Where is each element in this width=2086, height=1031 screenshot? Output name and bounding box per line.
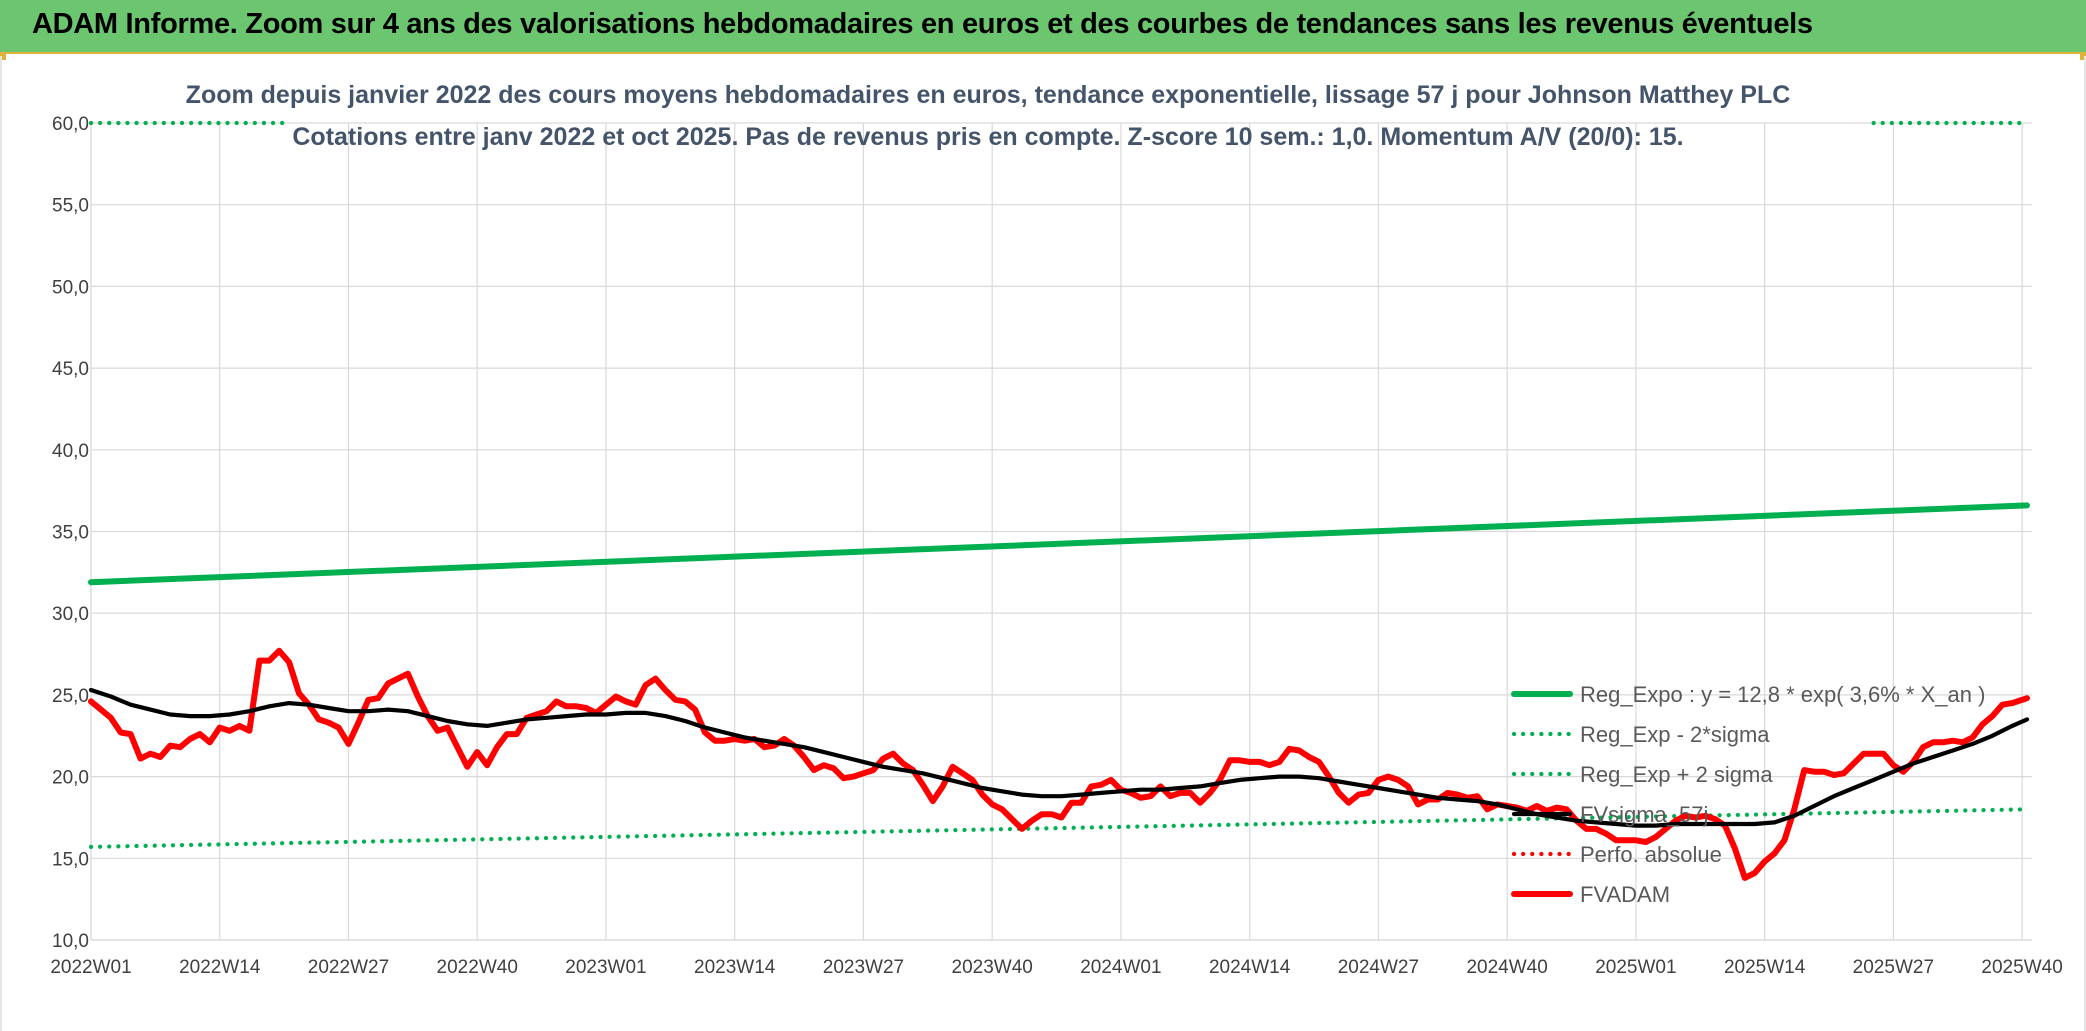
series-line-reg-expo-y-12-8-exp-3-6-x-an xyxy=(88,502,2030,586)
y-tick-label: 15,0 xyxy=(52,849,89,870)
x-tick-label: 2024W01 xyxy=(1080,957,1161,978)
chart-titles: Zoom depuis janvier 2022 des cours moyen… xyxy=(186,81,1791,151)
chart-axes: 10,0 15,0 20,0 25,0 30,0 35,0 40,0 45,0 50,0 55,0… xyxy=(50,114,2062,978)
report-title: ADAM Informe. Zoom sur 4 ans des valoris… xyxy=(32,8,1813,40)
x-tick-label: 2024W27 xyxy=(1338,957,1419,978)
line-chart: 10,0 15,0 20,0 25,0 30,0 35,0 40,0 45,0 50,0 55,0… xyxy=(50,81,2062,978)
series-line-fvsigma-57j xyxy=(88,687,2030,828)
y-tick-label: 20,0 xyxy=(52,768,89,789)
legend-label: Reg_Exp + 2 sigma xyxy=(1580,762,1773,787)
y-tick-label: 35,0 xyxy=(52,523,89,544)
x-tick-label: 2024W14 xyxy=(1209,957,1291,978)
legend-label: Reg_Exp - 2*sigma xyxy=(1580,722,1770,747)
x-tick-label: 2023W27 xyxy=(823,957,904,978)
chart-legend: Reg_Expo : y = 12,8 * exp( 3,6% * X_an )… xyxy=(1511,682,1985,907)
x-tick-label: 2022W27 xyxy=(308,957,389,978)
x-tick-label: 2023W14 xyxy=(694,957,776,978)
legend-label: Perfo. absolue xyxy=(1580,842,1722,867)
report-banner: ADAM Informe. Zoom sur 4 ans des valoris… xyxy=(0,0,2086,54)
x-tick-label: 2025W14 xyxy=(1724,957,1806,978)
x-tick-label: 2025W01 xyxy=(1595,957,1676,978)
x-tick-label: 2022W01 xyxy=(50,957,131,978)
y-tick-label: 30,0 xyxy=(52,604,89,625)
x-tick-label: 2025W40 xyxy=(1981,957,2062,978)
chart-area: 10,0 15,0 20,0 25,0 30,0 35,0 40,0 45,0 50,0 55,0… xyxy=(0,56,2086,1031)
x-tick-label: 2022W14 xyxy=(179,957,261,978)
series-line-fvadam xyxy=(88,647,2030,881)
banner-corner-right xyxy=(2080,54,2086,60)
y-tick-label: 45,0 xyxy=(52,359,89,380)
x-tick-label: 2023W40 xyxy=(952,957,1033,978)
y-tick-label: 10,0 xyxy=(52,931,89,952)
y-tick-label: 25,0 xyxy=(52,686,89,707)
y-tick-label: 55,0 xyxy=(52,196,89,217)
chart-title-line-2: Cotations entre janv 2022 et oct 2025. P… xyxy=(292,123,1683,151)
legend-label: FVADAM xyxy=(1580,882,1670,907)
x-tick-label: 2023W01 xyxy=(565,957,646,978)
chart-series xyxy=(88,120,2030,881)
legend-label: Reg_Expo : y = 12,8 * exp( 3,6% * X_an ) xyxy=(1580,682,1985,707)
y-tick-label: 40,0 xyxy=(52,441,89,462)
legend-label: FVsigma_57j xyxy=(1580,802,1708,827)
banner-corner-left xyxy=(0,54,6,60)
x-tick-label: 2024W40 xyxy=(1466,957,1547,978)
y-tick-label: 60,0 xyxy=(52,114,89,135)
chart-title-line-1: Zoom depuis janvier 2022 des cours moyen… xyxy=(186,81,1791,109)
x-tick-label: 2022W40 xyxy=(437,957,518,978)
y-tick-label: 50,0 xyxy=(52,277,89,298)
x-tick-label: 2025W27 xyxy=(1853,957,1934,978)
